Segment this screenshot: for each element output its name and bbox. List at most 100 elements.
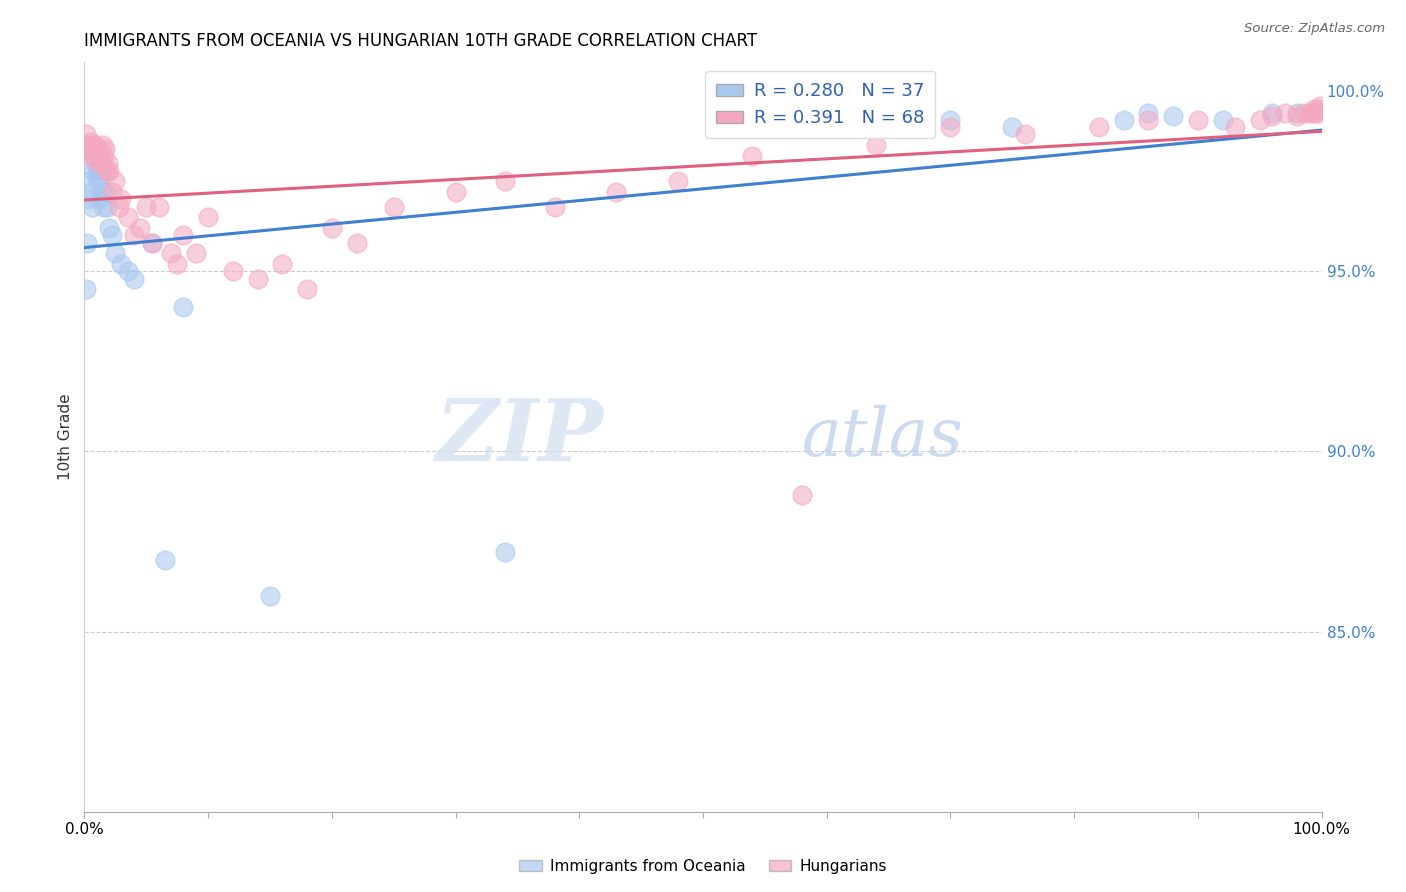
Point [141, 235, 163, 250]
Point [494, 174, 516, 188]
Point [89, 149, 111, 163]
Point [80, 142, 103, 156]
Point [271, 257, 294, 271]
Point [1274, 106, 1296, 120]
Point [77, 142, 100, 156]
Point [80, 200, 103, 214]
Point [90, 185, 112, 199]
Point [117, 264, 139, 278]
Point [110, 192, 132, 206]
Point [75, 282, 97, 296]
Text: ZIP: ZIP [436, 395, 605, 479]
Point [135, 200, 157, 214]
Point [172, 301, 194, 315]
Point [1305, 106, 1327, 120]
Point [172, 228, 194, 243]
Point [1261, 106, 1284, 120]
Point [1301, 106, 1323, 120]
Point [1285, 106, 1308, 120]
Point [1261, 110, 1284, 124]
Point [605, 185, 627, 199]
Point [1014, 128, 1036, 142]
Point [79, 174, 101, 188]
Point [939, 120, 962, 135]
Point [122, 228, 145, 243]
Point [75, 128, 97, 142]
Point [83, 149, 105, 163]
Point [790, 488, 813, 502]
Point [1309, 98, 1331, 112]
Point [1161, 110, 1184, 124]
Point [222, 264, 245, 278]
Point [1112, 113, 1135, 128]
Point [100, 228, 122, 243]
Point [91, 138, 114, 153]
Point [89, 192, 111, 206]
Point [96, 163, 118, 178]
Point [87, 163, 110, 178]
Point [1137, 106, 1160, 120]
Point [90, 156, 112, 170]
Point [84, 138, 107, 153]
Point [382, 200, 405, 214]
Point [79, 185, 101, 199]
Point [197, 211, 219, 225]
Point [141, 235, 163, 250]
Point [89, 174, 111, 188]
Point [184, 246, 207, 260]
Text: IMMIGRANTS FROM OCEANIA VS HUNGARIAN 10TH GRADE CORRELATION CHART: IMMIGRANTS FROM OCEANIA VS HUNGARIAN 10T… [84, 32, 758, 50]
Point [741, 149, 763, 163]
Legend: Immigrants from Oceania, Hungarians: Immigrants from Oceania, Hungarians [513, 853, 893, 880]
Text: atlas: atlas [801, 404, 963, 470]
Point [1088, 120, 1111, 135]
Legend: R = 0.280   N = 37, R = 0.391   N = 68: R = 0.280 N = 37, R = 0.391 N = 68 [706, 71, 935, 138]
Point [76, 138, 98, 153]
Point [346, 235, 368, 250]
Point [82, 138, 104, 153]
Point [865, 138, 887, 153]
Point [1187, 113, 1209, 128]
Point [939, 113, 962, 128]
Point [104, 174, 127, 188]
Point [1306, 106, 1329, 120]
Point [79, 149, 101, 163]
Point [83, 149, 105, 163]
Point [100, 185, 122, 199]
Point [1001, 120, 1024, 135]
Point [91, 200, 114, 214]
Point [117, 211, 139, 225]
Point [321, 221, 343, 235]
Point [153, 552, 176, 566]
Point [148, 200, 170, 214]
Point [1137, 113, 1160, 128]
Point [666, 174, 689, 188]
Y-axis label: 10th Grade: 10th Grade [58, 393, 73, 481]
Point [89, 156, 111, 170]
Point [1292, 106, 1315, 120]
Point [122, 271, 145, 285]
Point [295, 282, 318, 296]
Point [444, 185, 467, 199]
Point [86, 170, 108, 185]
Point [98, 163, 121, 178]
Point [246, 271, 269, 285]
Point [1249, 113, 1271, 128]
Point [1303, 102, 1326, 116]
Point [494, 545, 516, 559]
Text: Source: ZipAtlas.com: Source: ZipAtlas.com [1244, 22, 1385, 36]
Point [77, 192, 100, 206]
Point [76, 235, 98, 250]
Point [104, 246, 127, 260]
Point [97, 156, 120, 170]
Point [79, 135, 101, 149]
Point [108, 200, 131, 214]
Point [543, 200, 565, 214]
Point [94, 185, 117, 199]
Point [110, 257, 132, 271]
Point [96, 200, 118, 214]
Point [166, 257, 188, 271]
Point [1223, 120, 1246, 135]
Point [86, 142, 108, 156]
Point [1298, 106, 1320, 120]
Point [98, 221, 121, 235]
